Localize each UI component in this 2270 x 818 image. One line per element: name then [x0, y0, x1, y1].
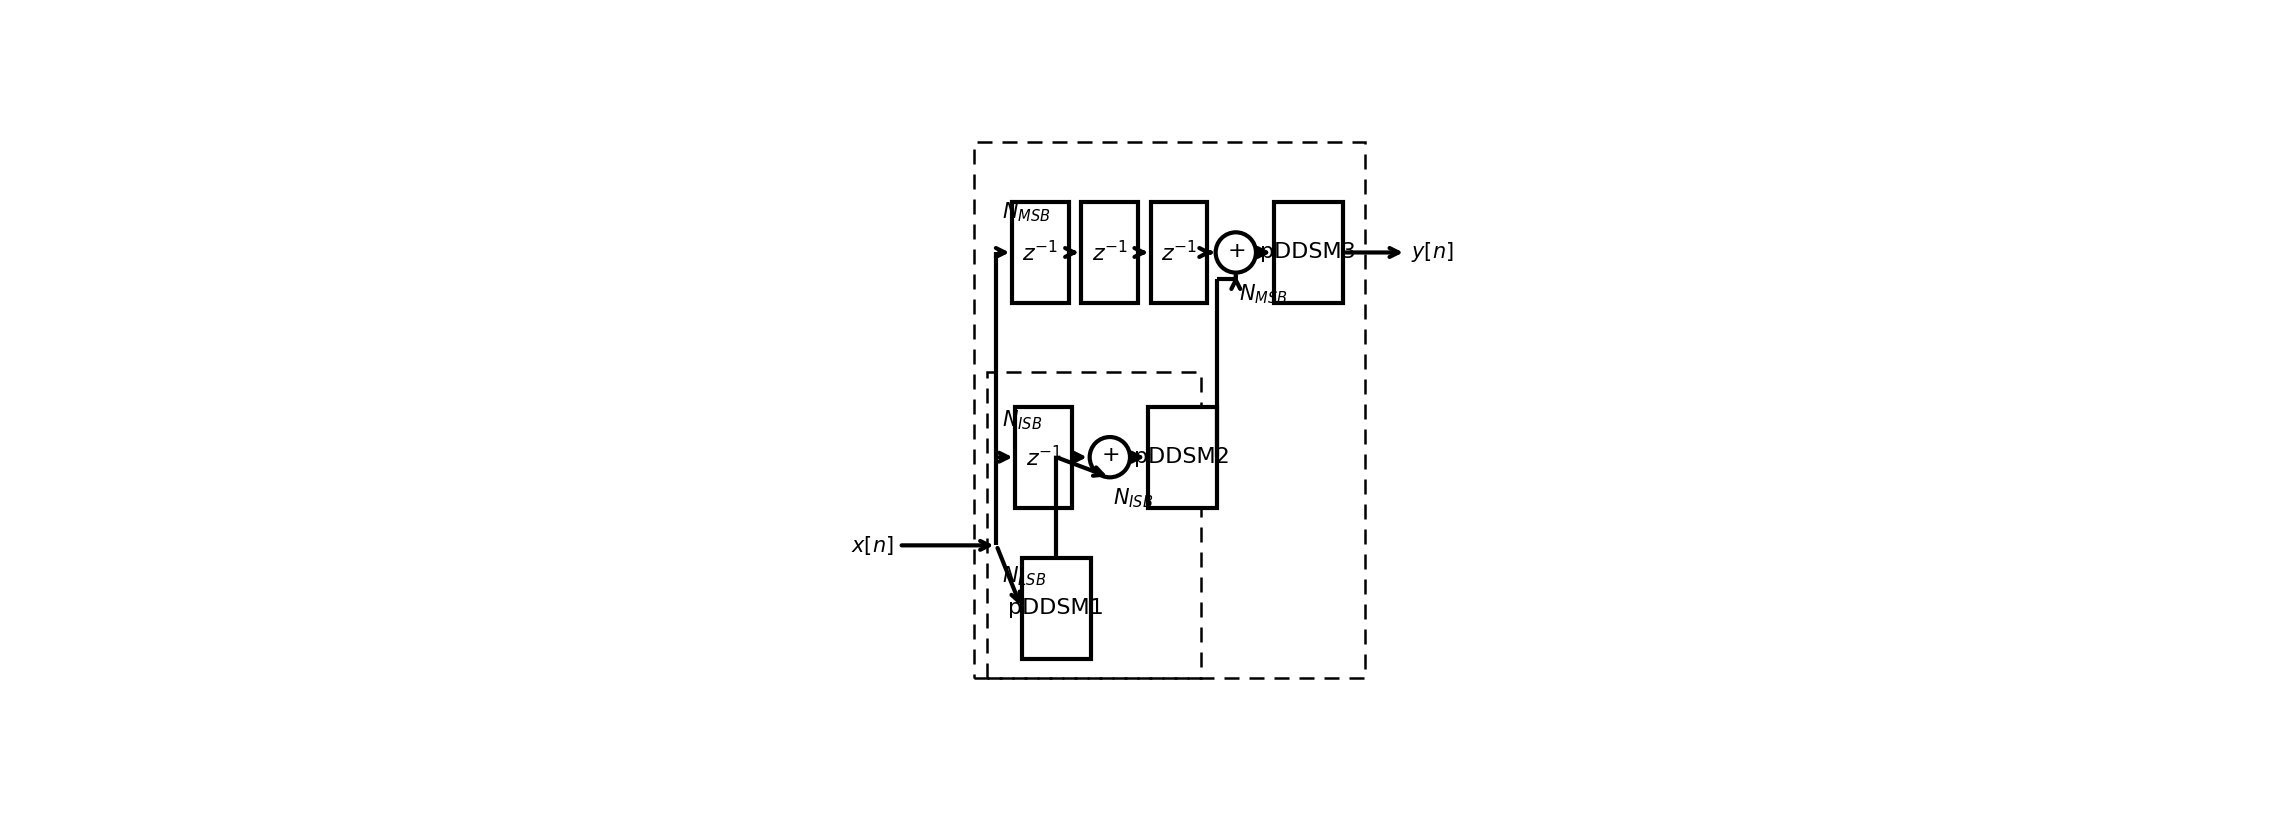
Bar [1015, 407, 1071, 507]
Text: $y[n]$: $y[n]$ [1412, 240, 1453, 264]
Text: pDDSM3: pDDSM3 [1260, 242, 1355, 263]
Bar [1081, 202, 1137, 303]
Bar [1273, 202, 1344, 303]
Bar [974, 142, 1364, 677]
Text: $+$: $+$ [1101, 445, 1119, 465]
Bar [987, 372, 1201, 677]
Text: $z^{-1}$: $z^{-1}$ [1092, 240, 1128, 265]
Text: $N_{ISB}$: $N_{ISB}$ [1001, 408, 1042, 432]
Bar [1012, 202, 1069, 303]
Circle shape [1090, 437, 1130, 478]
Bar [1022, 558, 1092, 658]
Text: $N_{MSB}$: $N_{MSB}$ [1001, 200, 1051, 224]
Bar [1149, 407, 1217, 507]
Text: pDDSM2: pDDSM2 [1135, 447, 1230, 467]
Text: pDDSM1: pDDSM1 [1008, 598, 1103, 618]
Text: $z^{-1}$: $z^{-1}$ [1022, 240, 1058, 265]
Text: $N_{ISB}$: $N_{ISB}$ [1112, 487, 1153, 510]
Text: $z^{-1}$: $z^{-1}$ [1160, 240, 1196, 265]
Text: $+$: $+$ [1226, 240, 1244, 261]
Text: $z^{-1}$: $z^{-1}$ [1026, 444, 1062, 470]
Circle shape [1217, 232, 1255, 272]
Bar [1151, 202, 1208, 303]
Text: $N_{MSB}$: $N_{MSB}$ [1239, 282, 1287, 306]
Text: $N_{LSB}$: $N_{LSB}$ [1001, 564, 1046, 588]
Text: $x[n]$: $x[n]$ [851, 534, 894, 557]
